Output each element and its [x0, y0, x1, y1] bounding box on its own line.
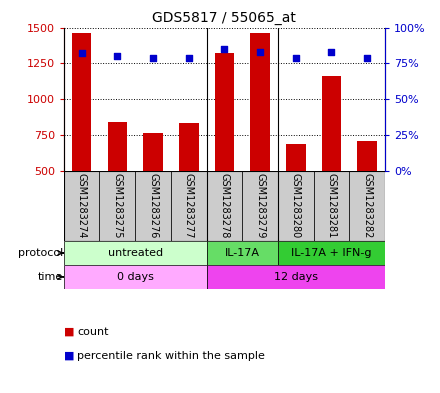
Point [292, 55, 299, 61]
Bar [357, 141, 377, 171]
Text: GSM1283277: GSM1283277 [184, 173, 194, 239]
Point [150, 55, 157, 61]
Point [257, 49, 264, 55]
Text: IL-17A: IL-17A [225, 248, 260, 258]
Point [221, 46, 228, 52]
Point [114, 53, 121, 59]
Bar [349, 171, 385, 241]
Bar [72, 33, 92, 171]
Text: IL-17A + IFN-g: IL-17A + IFN-g [291, 248, 372, 258]
Bar [64, 265, 206, 289]
Title: GDS5817 / 55065_at: GDS5817 / 55065_at [153, 11, 296, 25]
Text: GSM1283279: GSM1283279 [255, 173, 265, 239]
Text: GSM1283278: GSM1283278 [220, 173, 229, 239]
Text: GSM1283275: GSM1283275 [112, 173, 122, 239]
Bar [107, 122, 127, 171]
Text: GSM1283276: GSM1283276 [148, 173, 158, 239]
Bar [278, 171, 314, 241]
Text: 12 days: 12 days [274, 272, 318, 282]
Bar [242, 171, 278, 241]
Point [328, 49, 335, 55]
Bar [179, 123, 198, 171]
Bar [171, 171, 206, 241]
Bar [206, 171, 242, 241]
Text: untreated: untreated [108, 248, 163, 258]
Text: time: time [38, 272, 63, 282]
Bar [206, 241, 278, 265]
Bar [135, 171, 171, 241]
Point [78, 50, 85, 57]
Text: ■: ■ [64, 351, 74, 361]
Bar [314, 171, 349, 241]
Text: protocol: protocol [18, 248, 63, 258]
Text: ■: ■ [64, 327, 74, 337]
Bar [99, 171, 135, 241]
Bar [143, 133, 163, 171]
Text: 0 days: 0 days [117, 272, 154, 282]
Text: GSM1283282: GSM1283282 [362, 173, 372, 239]
Text: GSM1283281: GSM1283281 [326, 173, 337, 239]
Point [185, 55, 192, 61]
Text: percentile rank within the sample: percentile rank within the sample [77, 351, 265, 361]
Bar [286, 144, 306, 171]
Bar [64, 171, 99, 241]
Bar [215, 53, 234, 171]
Bar [64, 241, 206, 265]
Text: GSM1283280: GSM1283280 [291, 173, 301, 239]
Bar [206, 265, 385, 289]
Text: GSM1283274: GSM1283274 [77, 173, 87, 239]
Bar [250, 33, 270, 171]
Bar [278, 241, 385, 265]
Text: count: count [77, 327, 109, 337]
Point [363, 55, 370, 61]
Bar [322, 76, 341, 171]
